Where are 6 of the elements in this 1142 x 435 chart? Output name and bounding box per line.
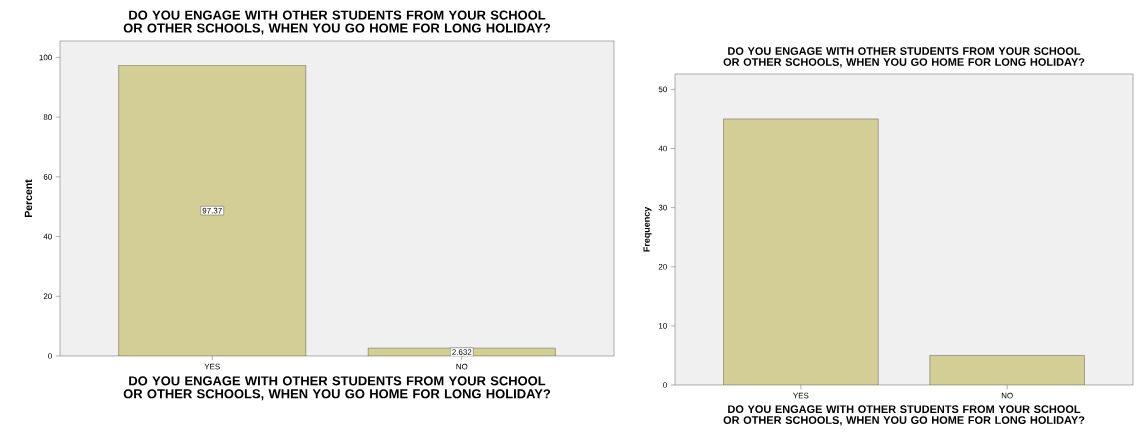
- y-axis-title: Percent: [24, 179, 33, 217]
- y-axis-title: Frequency: [643, 206, 652, 252]
- chart-title: DO YOU ENGAGE WITH OTHER STUDENTS FROM YOUR SCHOOL OR OTHER SCHOOLS, WHEN YOU GO HOME FOR LONG HOLIDAY?: [123, 10, 551, 35]
- x-axis-title: DO YOU ENGAGE WITH OTHER STUDENTS FROM YOUR SCHOOL OR OTHER SCHOOLS, WHEN YOU GO HOME FOR LONG HOLIDAY?: [123, 376, 551, 401]
- x-axis-title: DO YOU ENGAGE WITH OTHER STUDENTS FROM YOUR SCHOOL OR OTHER SCHOOLS, WHEN YOU GO HOME FOR LONG HOLIDAY?: [723, 405, 1085, 426]
- chart-title: DO YOU ENGAGE WITH OTHER STUDENTS FROM YOUR SCHOOL OR OTHER SCHOOLS, WHEN YOU GO HOME FOR LONG HOLIDAY?: [723, 47, 1085, 68]
